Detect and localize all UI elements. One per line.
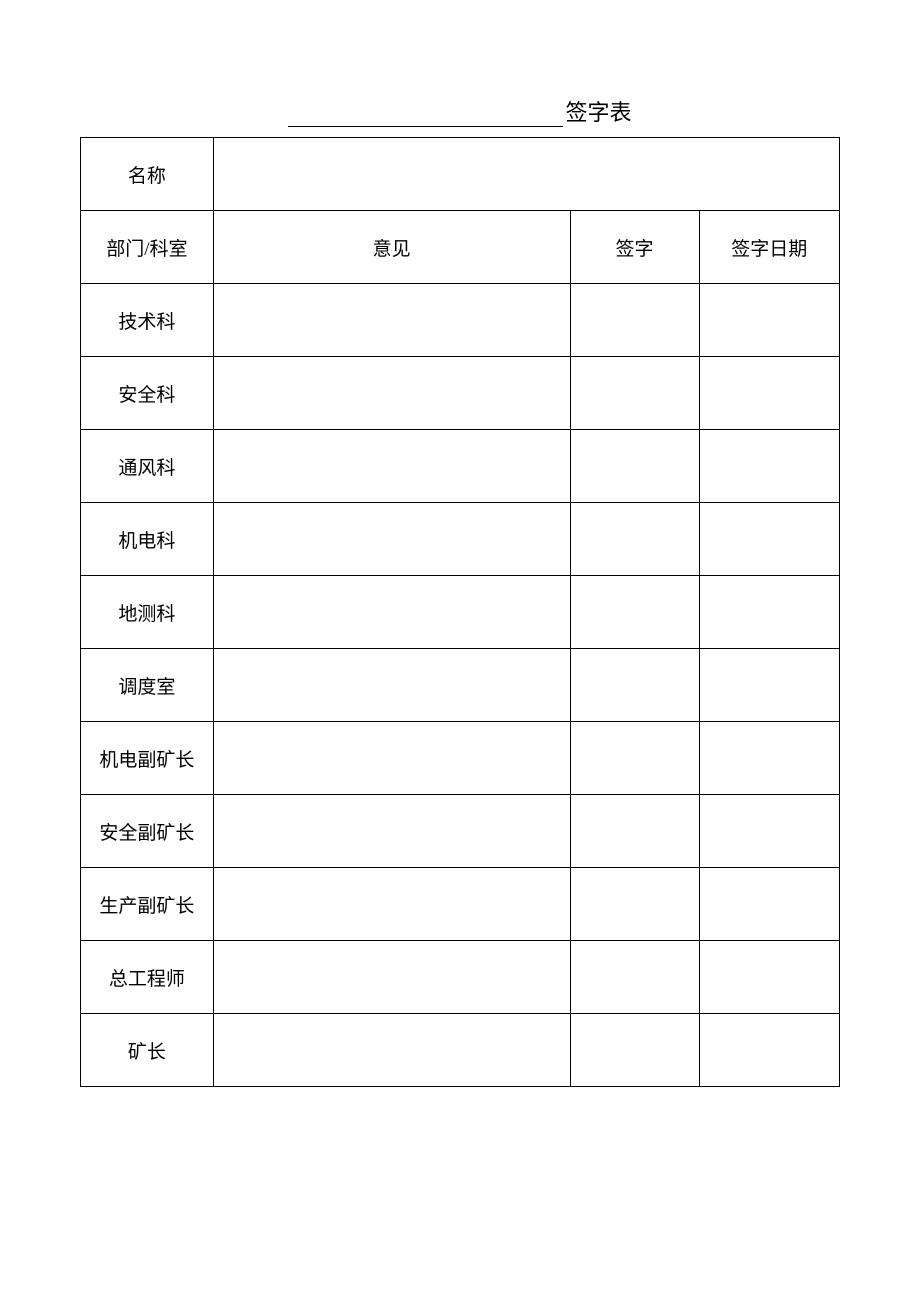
dept-label: 总工程师 [81,941,214,1014]
dept-label: 地测科 [81,576,214,649]
date-cell [699,357,839,430]
signature-cell [570,1014,699,1087]
table-row: 机电副矿长 [81,722,840,795]
title-suffix: 签字表 [565,95,631,127]
date-cell [699,284,839,357]
opinion-cell [213,284,570,357]
table-row: 调度室 [81,649,840,722]
opinion-cell [213,795,570,868]
dept-label: 生产副矿长 [81,868,214,941]
opinion-cell [213,941,570,1014]
date-cell [699,941,839,1014]
date-cell [699,868,839,941]
header-opinion: 意见 [213,211,570,284]
table-row: 地测科 [81,576,840,649]
date-cell [699,722,839,795]
date-cell [699,1014,839,1087]
signature-cell [570,357,699,430]
opinion-cell [213,357,570,430]
opinion-cell [213,503,570,576]
signature-cell [570,868,699,941]
name-label-cell: 名称 [81,138,214,211]
date-cell [699,430,839,503]
dept-label: 调度室 [81,649,214,722]
table-row-name: 名称 [81,138,840,211]
table-row: 通风科 [81,430,840,503]
table-row: 生产副矿长 [81,868,840,941]
date-cell [699,576,839,649]
page-container: 签字表 名称 部门/科室 意见 签字 签字日期 技术科 安全科 [0,0,920,1087]
dept-label: 安全副矿长 [81,795,214,868]
signature-cell [570,430,699,503]
header-date: 签字日期 [699,211,839,284]
signature-cell [570,722,699,795]
table-header-row: 部门/科室 意见 签字 签字日期 [81,211,840,284]
opinion-cell [213,576,570,649]
signature-cell [570,795,699,868]
signature-table: 名称 部门/科室 意见 签字 签字日期 技术科 安全科 通风科 [80,137,840,1087]
dept-label: 机电副矿长 [81,722,214,795]
title-blank-underline [288,105,563,127]
table-row: 安全科 [81,357,840,430]
date-cell [699,649,839,722]
dept-label: 安全科 [81,357,214,430]
header-department: 部门/科室 [81,211,214,284]
dept-label: 技术科 [81,284,214,357]
dept-label: 通风科 [81,430,214,503]
table-row: 总工程师 [81,941,840,1014]
table-row: 机电科 [81,503,840,576]
table-row: 矿长 [81,1014,840,1087]
opinion-cell [213,722,570,795]
dept-label: 机电科 [81,503,214,576]
header-signature: 签字 [570,211,699,284]
signature-cell [570,576,699,649]
opinion-cell [213,868,570,941]
opinion-cell [213,649,570,722]
date-cell [699,795,839,868]
name-value-cell [213,138,839,211]
signature-cell [570,284,699,357]
signature-cell [570,649,699,722]
dept-label: 矿长 [81,1014,214,1087]
table-row: 安全副矿长 [81,795,840,868]
table-row: 技术科 [81,284,840,357]
document-title: 签字表 [80,95,840,127]
signature-cell [570,503,699,576]
opinion-cell [213,430,570,503]
opinion-cell [213,1014,570,1087]
date-cell [699,503,839,576]
signature-cell [570,941,699,1014]
